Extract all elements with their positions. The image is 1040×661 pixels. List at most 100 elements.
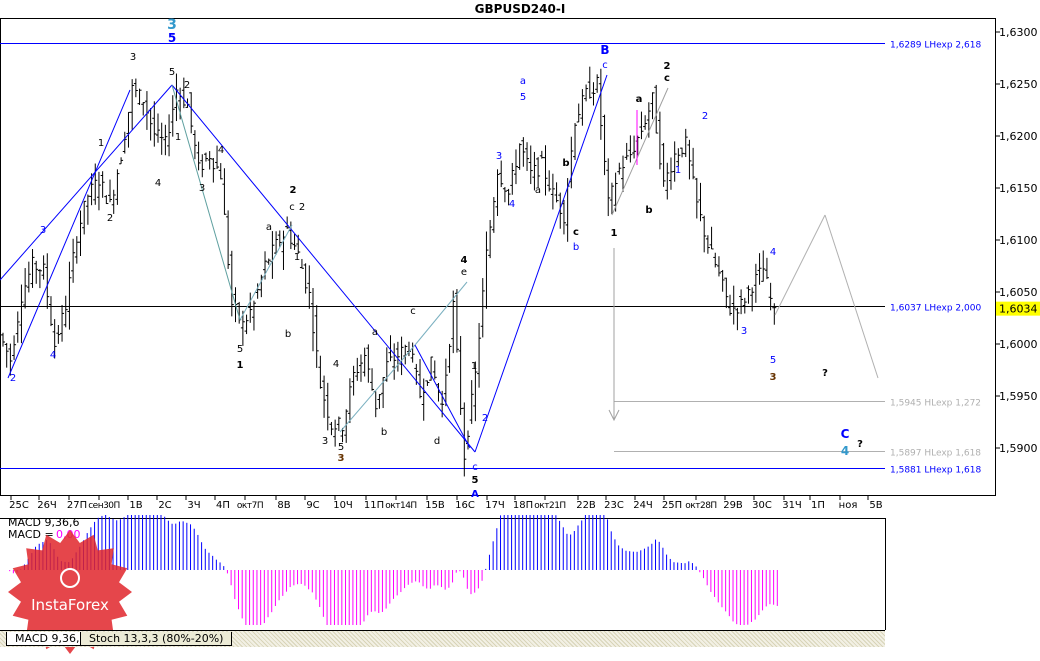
wave-label: 4 [841,444,849,458]
wave-label: 3 [770,372,777,383]
wave-line [171,84,241,321]
logo-emblem-icon [60,568,80,588]
x-tick-label: 1В [129,500,142,511]
wave-label: 4 [770,247,776,258]
tab-stoch[interactable]: Stoch 13,3,3 (80%-20%) [80,632,233,646]
wave-label: ? [822,368,828,379]
tab-macd[interactable]: MACD 9,36,6 [6,632,96,646]
x-tick-label: 8В [277,500,290,511]
x-tick-label: 22В [576,500,596,511]
wave-label: a [266,222,272,233]
x-tick-label: 31Ч [782,500,802,511]
wave-label: c [289,202,295,213]
x-tick-label: окт7П [237,501,263,511]
wave-label: b [562,158,569,169]
wave-label: b [573,242,579,253]
wave-line [171,84,476,453]
level-label: 1,6289 LHexp 2,618 [890,41,981,51]
wave-label: a [372,327,378,338]
wave-label: 3 [322,436,328,447]
wave-label: a [535,185,541,196]
wave-label: 5 [770,355,776,366]
wave-line [7,89,131,379]
wave-label: a [636,94,643,105]
wave-line [414,281,468,346]
level-label: 1,5945 HLexp 1,272 [890,399,981,409]
wave-label: C [841,427,850,441]
x-tick-label: 29В [723,500,743,511]
wave-label: 3 [40,225,46,236]
wave-label: 5 [338,442,344,453]
wave-label: 2 [664,61,671,72]
wave-label: 4 [333,359,339,370]
wave-label: 4 [218,145,224,156]
wave-label: 4 [155,178,161,189]
wave-label: 1 [237,360,244,371]
wave-label: 1 [675,165,681,176]
wave-label: 3 [199,183,205,194]
x-tick-label: 27П [67,500,87,511]
current-price-badge [996,301,1040,316]
y-tick-label: 1,6150 [999,182,1038,195]
y-tick-label: 1,6050 [999,286,1038,299]
x-tick-label: 3Ч [187,500,200,511]
wave-label: B [600,43,609,57]
wave-label: 2 [299,202,305,213]
wave-label: 4 [509,199,515,210]
wave-label: c [472,462,478,473]
macd-value-label: MACD = [8,528,54,541]
wave-label: 1 [471,361,477,372]
x-tick-label: окт28П [685,501,716,511]
wave-label: 2 [290,185,297,196]
x-tick-label: 17Ч [485,500,505,511]
y-tick-label: 1,5900 [999,442,1038,455]
x-tick-label: 9С [306,500,319,511]
wave-label: d [434,436,440,447]
wave-line [239,224,293,321]
x-tick-label: 4П [216,500,230,511]
wave-label: b [381,427,387,438]
x-tick-label: 16С [455,500,475,511]
y-tick-label: 1,6250 [999,78,1038,91]
y-tick-label: 1,6200 [999,130,1038,143]
wave-line [474,74,608,453]
x-tick-label: 11П [364,500,384,511]
x-tick-label: окт21П [534,501,565,511]
wave-label: c [410,306,416,317]
wave-label: 5 [472,475,479,486]
wave-label: 2 [184,80,190,91]
y-tick-label: 1,6300 [999,26,1038,39]
price-panel [0,18,996,496]
level-label: 1,5881 LHexp 1,618 [890,466,981,476]
arrow-down-icon [608,409,620,422]
wave-label: b [285,329,291,340]
instaforex-logo [8,530,132,654]
y-tick-label: 1,6000 [999,338,1038,351]
wave-label: 5 [520,92,526,103]
x-tick-label: 18П [513,500,533,511]
x-tick-label: 5В [869,500,882,511]
current-price-label: 1,6034 [999,303,1038,316]
wave-label: 3 [130,52,136,63]
wave-label: 2 [702,111,708,122]
wave-label: A [471,489,479,500]
x-tick-label: ноя [839,500,858,511]
chart-title: GBPUSD240-I [474,2,566,16]
wave-label: 3 [167,17,177,33]
x-tick-label: 25С [9,500,29,511]
wave-line [414,344,471,449]
wave-line [824,214,879,379]
wave-label: 1 [175,132,181,143]
wave-label: c [573,227,579,238]
wave-label: 2 [482,413,488,424]
wave-label: ? [857,439,863,450]
x-tick-label: 30С [752,500,772,511]
wave-label: 5 [169,67,175,78]
wave-label: a [520,76,526,87]
wave-label: 1 [294,252,300,263]
x-tick-label: 15В [425,500,445,511]
wave-label: 3 [496,151,502,162]
wave-label: 3 [741,326,747,337]
